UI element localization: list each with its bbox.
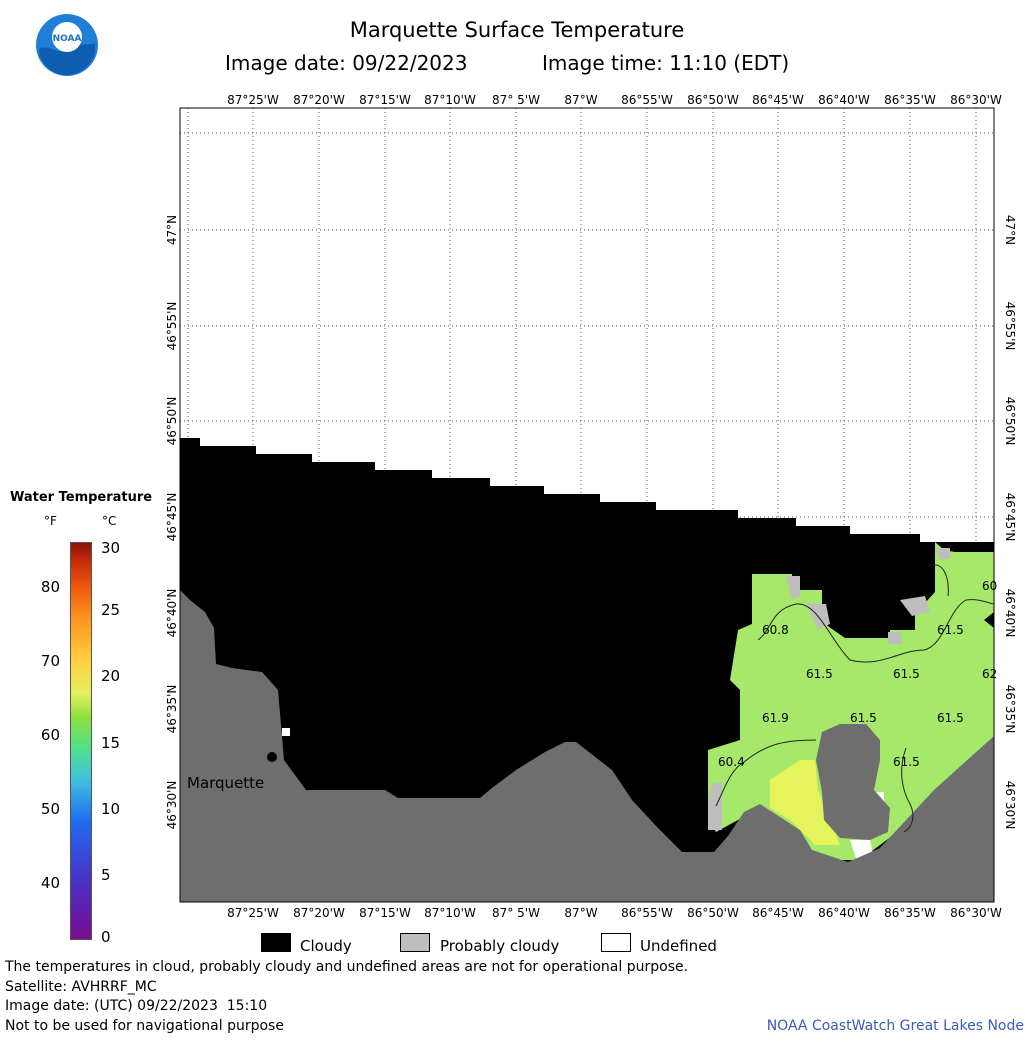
lat-label: 46°30'N (1003, 781, 1017, 830)
lat-label: 46°50'N (1003, 397, 1017, 446)
lat-label: 46°50'N (165, 397, 179, 446)
lon-label: 87°25'W (227, 93, 279, 107)
temp-label: 60.4 (718, 755, 745, 769)
lat-label: 46°40'N (1003, 589, 1017, 638)
lon-label: 87° 5'W (492, 93, 540, 107)
lon-label: 86°55'W (621, 906, 673, 920)
temp-label: 61.5 (806, 667, 833, 681)
lon-label: 86°50'W (687, 906, 739, 920)
f-tick: 70 (40, 652, 60, 670)
city-marker (267, 752, 277, 762)
island (816, 724, 890, 840)
lon-label: 87°W (564, 93, 597, 107)
bottom-longitude-labels: 87°25'W 87°20'W 87°15'W 87°10'W 87° 5'W … (227, 906, 1002, 920)
c-tick: 30 (101, 539, 121, 557)
disclaimer-text: The temperatures in cloud, probably clou… (5, 959, 689, 975)
lon-label: 87°15'W (359, 93, 411, 107)
lat-label: 46°35'N (1003, 685, 1017, 734)
lon-label: 87°20'W (293, 906, 345, 920)
temp-label: 61.9 (762, 711, 789, 725)
map-title: Marquette Surface Temperature (349, 18, 685, 42)
temp-label: 62 (982, 667, 997, 681)
f-tick: 40 (40, 874, 60, 892)
satellite-text: Satellite: AVHRRF_MC (5, 979, 157, 995)
c-tick: 20 (101, 667, 121, 685)
temp-label: 61.5 (893, 755, 920, 769)
isotherms (715, 564, 995, 833)
logo-text: NOAA (53, 34, 82, 44)
temp-label: 60.8 (762, 623, 789, 637)
lon-label: 86°40'W (818, 93, 870, 107)
noaa-logo: NOAA (36, 14, 98, 76)
undefined-swatch (601, 933, 631, 952)
probably-cloudy-swatch (400, 933, 430, 952)
lon-label: 86°35'W (884, 906, 936, 920)
graticule (180, 108, 994, 902)
lat-label: 46°40'N (165, 589, 179, 638)
lat-label: 46°45'N (165, 493, 179, 542)
lon-label: 86°45'W (752, 906, 804, 920)
c-tick: 10 (101, 800, 121, 818)
lon-label: 86°40'W (818, 906, 870, 920)
image-date: Image date: 09/22/2023 (225, 51, 468, 75)
lon-label: 86°35'W (884, 93, 936, 107)
lat-label: 46°45'N (1003, 493, 1017, 542)
legend-unit-f: °F (44, 514, 57, 528)
c-tick: 25 (101, 601, 121, 619)
top-longitude-labels: 87°25'W 87°20'W 87°15'W 87°10'W 87° 5'W … (227, 93, 1002, 107)
city-label: Marquette (187, 774, 264, 792)
lon-label: 86°30'W (950, 906, 1002, 920)
lat-label: 46°55'N (1003, 302, 1017, 351)
utc-date-text: Image date: (UTC) 09/22/2023 15:10 (5, 998, 268, 1014)
temperature-labels: 60 60.8 61.5 61.5 61.5 62 61.9 61.5 61.5… (718, 579, 997, 769)
f-tick: 50 (40, 800, 60, 818)
c-tick: 5 (101, 866, 111, 884)
lat-label: 47°N (165, 215, 179, 245)
temp-label: 61.5 (937, 711, 964, 725)
lat-label: 46°35'N (165, 685, 179, 734)
temperature-map: 60 60.8 61.5 61.5 61.5 62 61.9 61.5 61.5… (165, 93, 1017, 920)
lon-label: 87°10'W (424, 93, 476, 107)
lon-label: 87°W (564, 906, 597, 920)
lon-label: 86°30'W (950, 93, 1002, 107)
lon-label: 87°15'W (359, 906, 411, 920)
f-tick: 80 (40, 578, 60, 596)
legend-title: Water Temperature (10, 490, 153, 505)
lon-label: 86°55'W (621, 93, 673, 107)
lat-label: 46°55'N (165, 302, 179, 351)
image-time: Image time: 11:10 (EDT) (542, 51, 790, 75)
credit-text: NOAA CoastWatch Great Lakes Node (766, 1018, 1024, 1034)
lon-label: 87° 5'W (492, 906, 540, 920)
lat-label: 47°N (1003, 215, 1017, 245)
lon-label: 86°50'W (687, 93, 739, 107)
probably-cloudy-key-label: Probably cloudy (440, 937, 560, 955)
lon-label: 87°25'W (227, 906, 279, 920)
navigation-warning: Not to be used for navigational purpose (5, 1018, 284, 1034)
lon-label: 86°45'W (752, 93, 804, 107)
lat-label: 46°30'N (165, 781, 179, 830)
legend-unit-c: °C (102, 514, 117, 528)
right-latitude-labels: 47°N 46°55'N 46°50'N 46°45'N 46°40'N 46°… (1003, 215, 1017, 830)
temp-label: 61.5 (937, 623, 964, 637)
lon-label: 87°10'W (424, 906, 476, 920)
undefined-key-label: Undefined (640, 937, 717, 955)
cloudy-swatch (261, 933, 291, 952)
c-tick: 0 (101, 928, 111, 946)
map-frame (179, 107, 995, 903)
temp-label: 60 (982, 579, 997, 593)
land-area (180, 590, 994, 902)
f-tick: 60 (40, 726, 60, 744)
temp-label: 61.5 (893, 667, 920, 681)
temperature-colorbar (70, 542, 92, 940)
c-tick: 15 (101, 734, 121, 752)
lon-label: 87°20'W (293, 93, 345, 107)
temp-label: 61.5 (850, 711, 877, 725)
left-latitude-labels: 47°N 46°55'N 46°50'N 46°45'N 46°40'N 46°… (165, 215, 179, 830)
warm-water-patch (770, 760, 840, 845)
cloudy-key-label: Cloudy (300, 937, 352, 955)
